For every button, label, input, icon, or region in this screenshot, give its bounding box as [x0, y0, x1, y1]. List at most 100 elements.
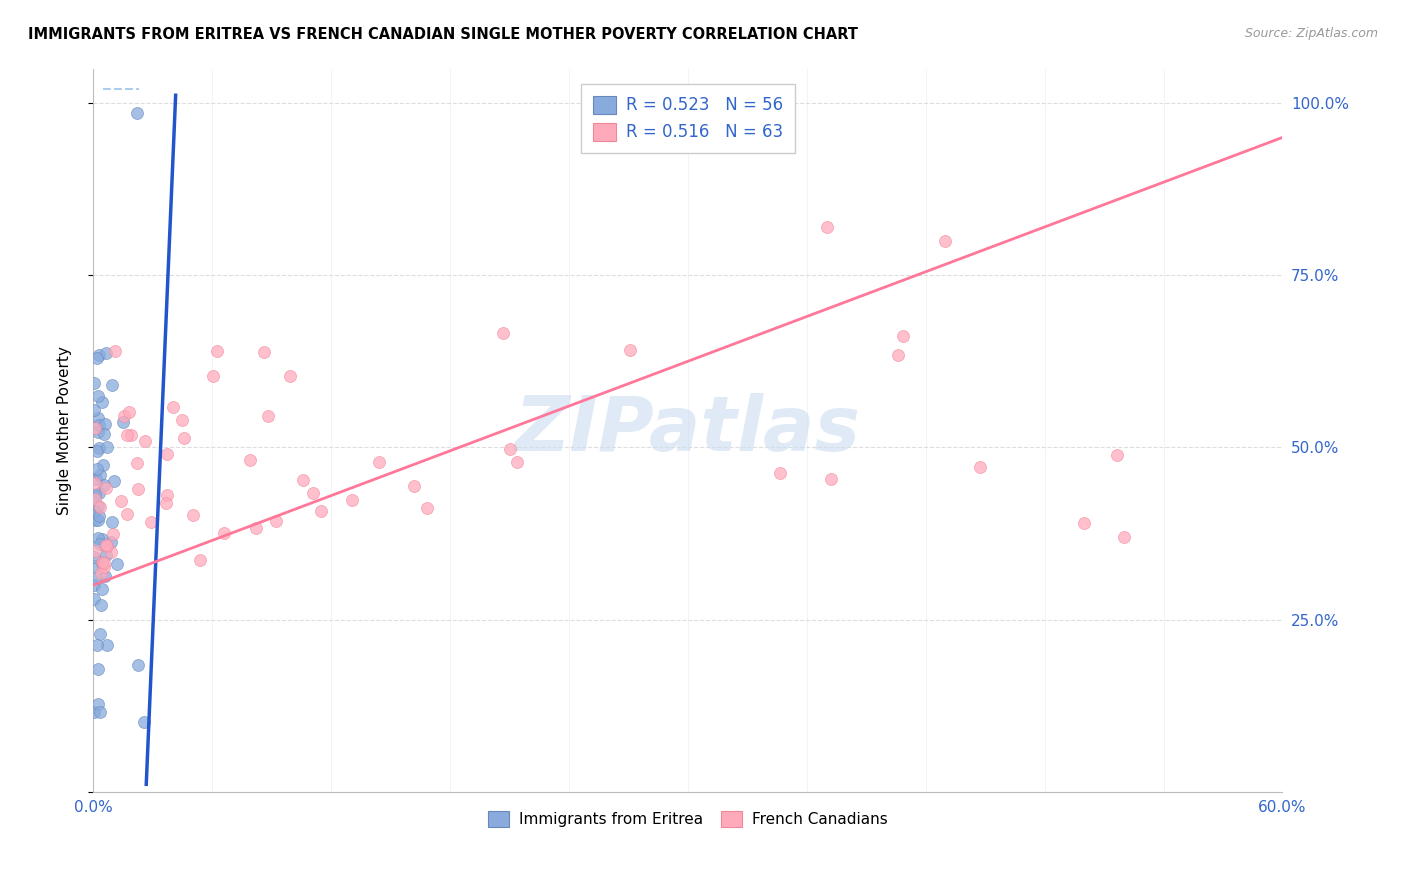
Point — [83, 549, 105, 564]
Point — [96, 638, 118, 652]
Point — [87, 499, 110, 513]
Point — [105, 557, 128, 571]
Point — [887, 348, 910, 362]
Point — [86, 411, 108, 425]
Point — [84, 571, 107, 585]
Point — [94, 568, 117, 582]
Point — [340, 493, 363, 508]
Point — [239, 453, 262, 467]
Point — [139, 516, 162, 530]
Point — [93, 427, 115, 442]
Point — [934, 234, 956, 248]
Point — [87, 389, 110, 403]
Point — [368, 455, 391, 469]
Point — [506, 455, 529, 469]
Point — [969, 460, 991, 475]
Y-axis label: Single Mother Poverty: Single Mother Poverty — [58, 346, 72, 515]
Point — [156, 488, 179, 502]
Point — [84, 558, 107, 573]
Point — [83, 376, 105, 390]
Point — [309, 503, 332, 517]
Point — [1112, 530, 1135, 544]
Point — [96, 481, 118, 495]
Point — [253, 344, 276, 359]
Point — [173, 431, 195, 445]
Point — [83, 488, 105, 502]
Point — [87, 441, 110, 455]
Text: IMMIGRANTS FROM ERITREA VS FRENCH CANADIAN SINGLE MOTHER POVERTY CORRELATION CHA: IMMIGRANTS FROM ERITREA VS FRENCH CANADI… — [28, 27, 858, 42]
Point — [87, 662, 110, 676]
Point — [89, 537, 111, 551]
Point — [162, 400, 184, 414]
Point — [93, 478, 115, 492]
Point — [183, 508, 205, 523]
Point — [245, 521, 267, 535]
Point — [84, 472, 107, 486]
Point — [86, 444, 108, 458]
Point — [100, 535, 122, 549]
Point — [91, 532, 114, 546]
Point — [127, 483, 149, 497]
Point — [89, 500, 111, 515]
Point — [87, 531, 110, 545]
Point — [499, 442, 522, 456]
Point — [302, 486, 325, 500]
Point — [93, 560, 115, 574]
Point — [188, 553, 211, 567]
Text: ZIPatlas: ZIPatlas — [515, 393, 860, 467]
Point — [83, 403, 105, 417]
Point — [212, 525, 235, 540]
Point — [84, 475, 107, 490]
Point — [89, 468, 111, 483]
Point — [110, 493, 132, 508]
Point — [207, 344, 229, 359]
Point — [127, 658, 149, 673]
Point — [112, 409, 135, 423]
Point — [84, 492, 107, 507]
Point — [91, 458, 114, 473]
Point — [90, 566, 112, 580]
Point — [89, 349, 111, 363]
Point — [87, 513, 110, 527]
Point — [87, 417, 110, 432]
Point — [94, 346, 117, 360]
Point — [201, 369, 224, 384]
Point — [619, 343, 641, 358]
Point — [820, 472, 842, 486]
Point — [115, 428, 138, 442]
Point — [492, 326, 515, 340]
Point — [264, 514, 287, 528]
Point — [120, 427, 142, 442]
Point — [257, 409, 280, 424]
Point — [118, 405, 141, 419]
Point — [127, 456, 149, 470]
Text: Source: ZipAtlas.com: Source: ZipAtlas.com — [1244, 27, 1378, 40]
Point — [1107, 448, 1129, 462]
Point — [84, 543, 107, 558]
Point — [815, 219, 838, 234]
Point — [132, 715, 155, 730]
Point — [101, 377, 124, 392]
Point — [89, 627, 111, 641]
Point — [170, 413, 193, 427]
Point — [86, 638, 108, 652]
Point — [93, 417, 115, 431]
Point — [156, 447, 179, 461]
Point — [125, 106, 148, 120]
Point — [91, 582, 114, 596]
Point — [404, 479, 426, 493]
Point — [278, 369, 301, 384]
Point — [90, 598, 112, 612]
Point — [94, 537, 117, 551]
Legend: Immigrants from Eritrea, French Canadians: Immigrants from Eritrea, French Canadian… — [481, 803, 896, 835]
Point — [96, 441, 118, 455]
Point — [86, 462, 108, 476]
Point — [101, 516, 124, 530]
Point — [100, 545, 122, 559]
Point — [155, 495, 177, 509]
Point — [90, 555, 112, 569]
Point — [104, 343, 127, 358]
Point — [87, 697, 110, 711]
Point — [89, 705, 111, 719]
Point — [83, 591, 105, 606]
